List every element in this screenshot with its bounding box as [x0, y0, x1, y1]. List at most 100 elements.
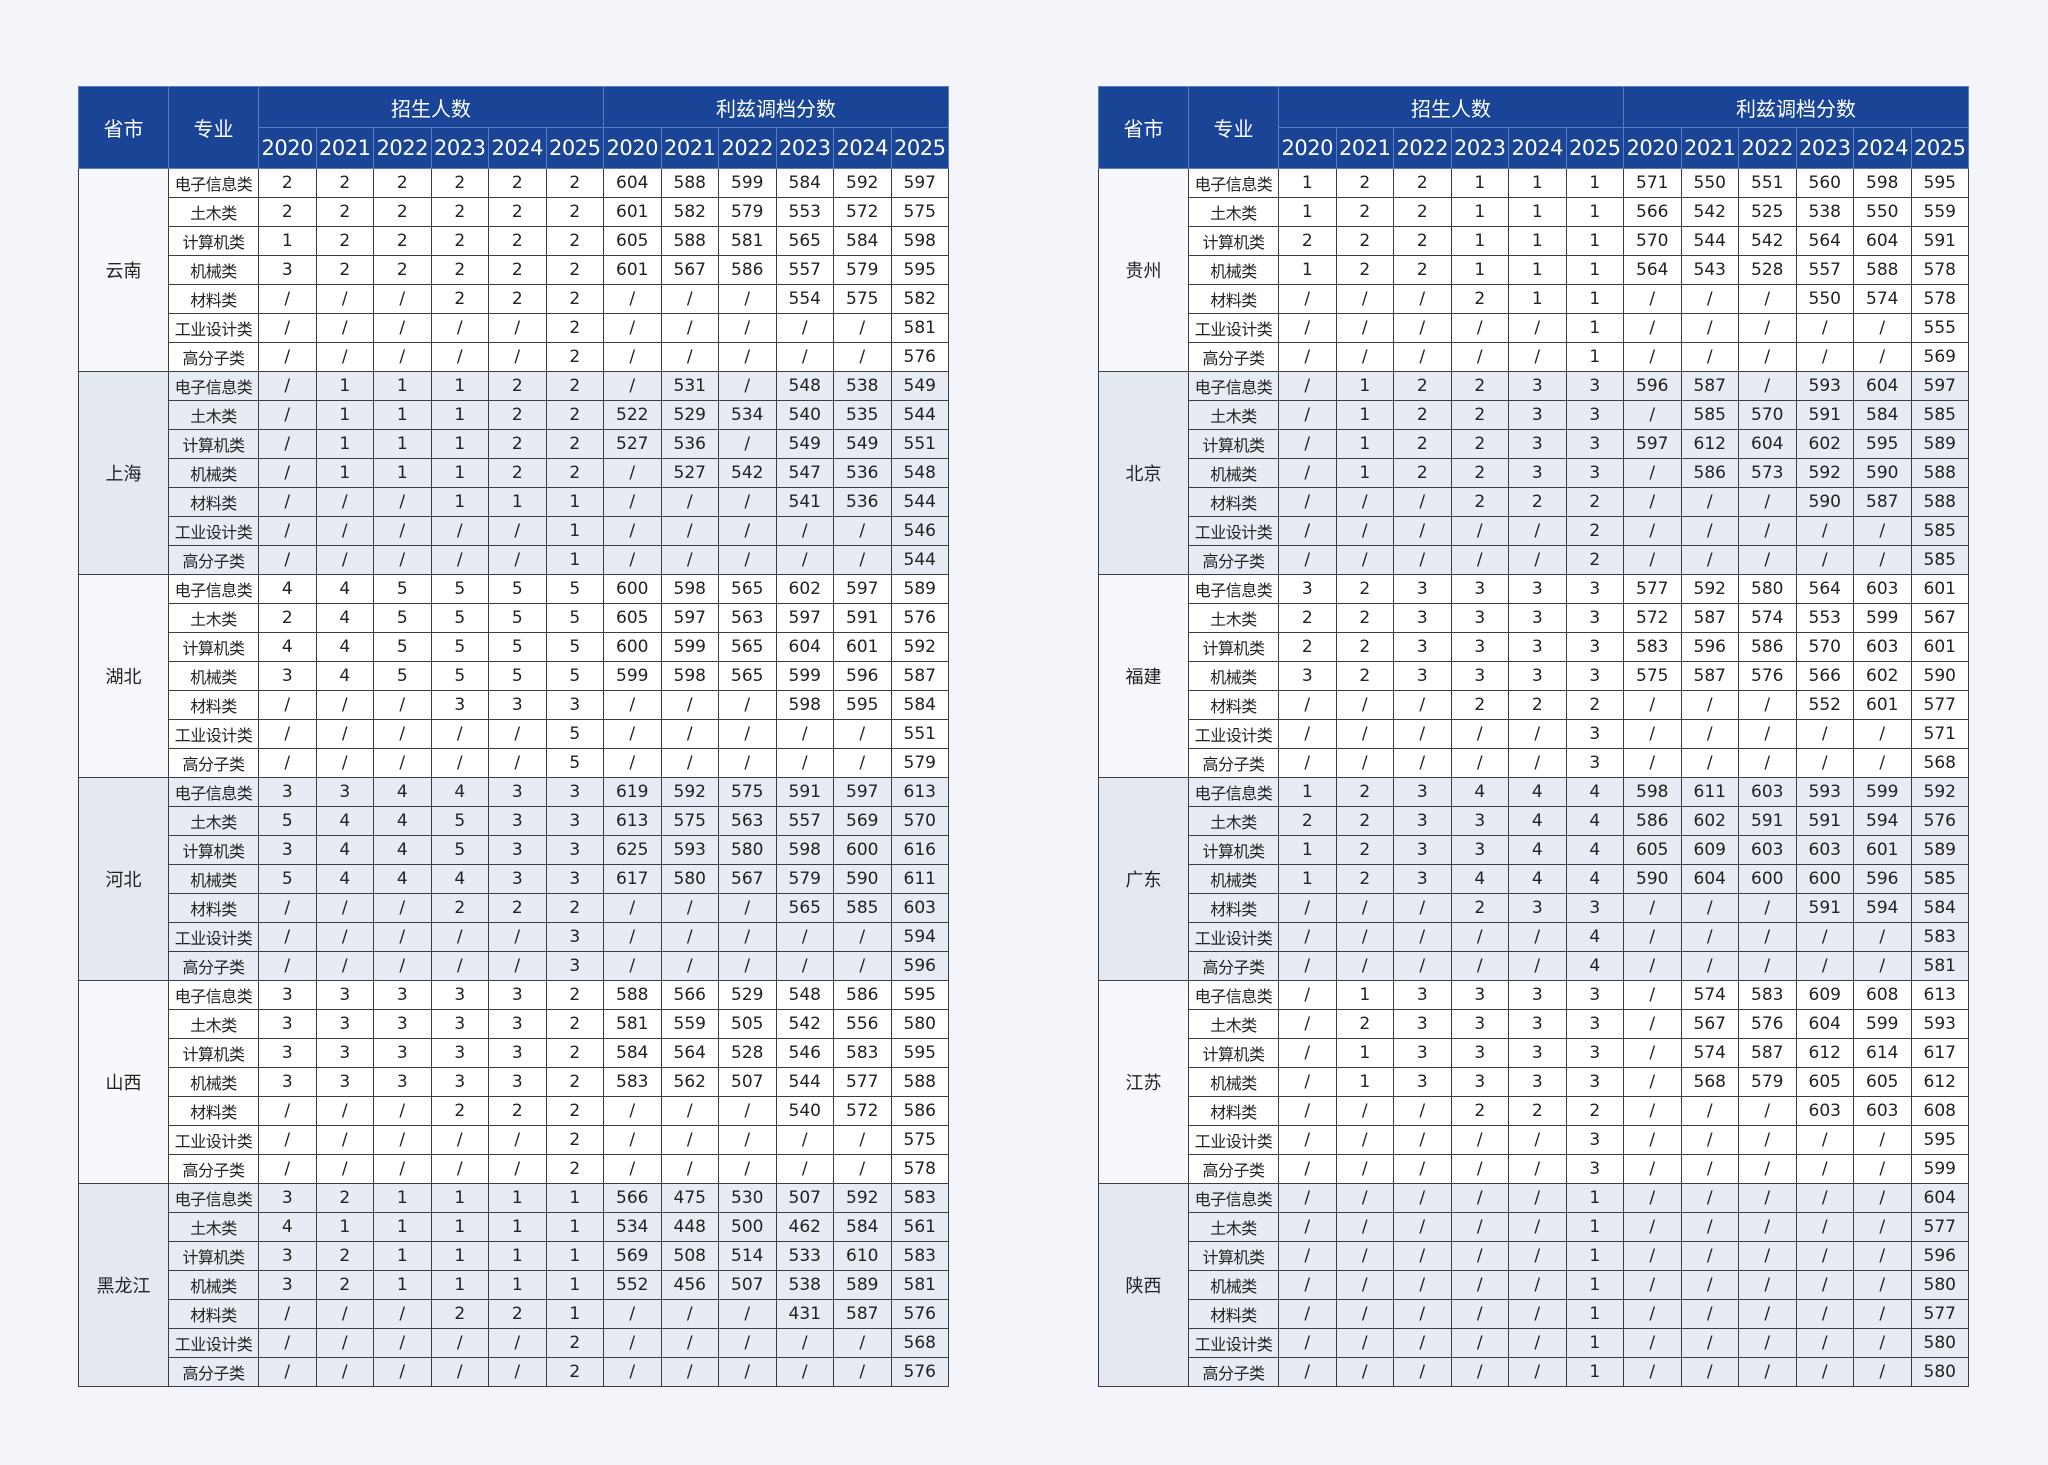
enrollment-cell: 1 [1278, 255, 1337, 285]
table-row: 福建 电子信息类 3 2 3 3 3 3 577 592 580 564 603 601 [1098, 574, 1970, 778]
score-cell: / [660, 516, 719, 546]
header-enrollment-year: 2021 [315, 127, 374, 169]
score-cell: 600 [603, 632, 662, 662]
score-cell: 567 [660, 255, 719, 285]
score-cell: / [660, 1357, 719, 1387]
enrollment-cell: / [1278, 1299, 1337, 1329]
enrollment-cell: 2 [1335, 835, 1394, 865]
enrollment-cell: 2 [1565, 545, 1624, 575]
score-cell: 593 [1910, 1009, 1970, 1039]
score-cell: 604 [1853, 371, 1912, 401]
enrollment-cell: / [373, 1154, 432, 1184]
table-row: 黑龙江 电子信息类 3 2 1 1 1 1 566 475 530 507 592 583 [78, 1183, 950, 1387]
enrollment-cell: 2 [430, 1096, 489, 1126]
enrollment-cell: 2 [373, 255, 432, 285]
score-cell: / [1738, 748, 1797, 778]
enrollment-cell: 1 [1565, 168, 1624, 198]
enrollment-cell: / [430, 1357, 489, 1387]
score-cell: / [1795, 1241, 1854, 1271]
major-cell: 电子信息类 [168, 371, 259, 401]
score-cell: 578 [1910, 255, 1970, 285]
enrollment-cell: 5 [373, 603, 432, 633]
score-cell: 612 [1680, 429, 1739, 459]
score-cell: 551 [1738, 168, 1797, 198]
score-cell: 542 [1680, 197, 1739, 227]
score-cell: 591 [1795, 893, 1854, 923]
score-cell: 569 [1910, 342, 1970, 372]
enrollment-cell: 3 [1508, 603, 1567, 633]
score-cell: 564 [1623, 255, 1682, 285]
score-cell: 561 [890, 1212, 950, 1242]
enrollment-cell: 2 [545, 980, 604, 1010]
enrollment-cell: / [488, 545, 547, 575]
enrollment-cell: / [1508, 516, 1567, 546]
province-cell: 贵州 [1098, 168, 1189, 372]
score-cell: / [603, 284, 662, 314]
enrollment-cell: 2 [315, 197, 374, 227]
enrollment-cell: 3 [1508, 429, 1567, 459]
score-cell: / [1623, 1125, 1682, 1155]
table-row: 机械类 3 3 3 3 3 2 583 562 507 544 577 588 [79, 1067, 950, 1097]
enrollment-cell: / [1335, 893, 1394, 923]
table-row: 机械类/1 3 3 3 3/568 579 605 605 612 [1099, 1067, 1970, 1097]
score-cell: / [1738, 1096, 1797, 1126]
score-cell: 573 [1738, 458, 1797, 488]
score-cell: 591 [1738, 806, 1797, 836]
table-row: 计算机类 1 2 2 2 2 2 605 588 581 565 584 598 [79, 226, 950, 256]
enrollment-cell: 3 [258, 1009, 317, 1039]
score-cell: / [833, 342, 892, 372]
score-cell: / [1795, 545, 1854, 575]
enrollment-cell: 2 [545, 313, 604, 343]
enrollment-cell: / [1335, 487, 1394, 517]
enrollment-cell: 2 [430, 168, 489, 198]
score-cell: 605 [1623, 835, 1682, 865]
score-cell: / [660, 951, 719, 981]
score-cell: 577 [1910, 1212, 1970, 1242]
score-cell: / [660, 690, 719, 720]
score-cell: / [718, 1299, 777, 1329]
enrollment-cell: 3 [1508, 1038, 1567, 1068]
score-cell: 544 [890, 400, 950, 430]
score-cell: 542 [1738, 226, 1797, 256]
score-cell: 602 [1680, 806, 1739, 836]
score-cell: 543 [1680, 255, 1739, 285]
score-cell: / [718, 951, 777, 981]
score-cell: 587 [1738, 1038, 1797, 1068]
score-cell: 565 [775, 226, 834, 256]
enrollment-cell: 1 [1565, 1357, 1624, 1387]
enrollment-cell: 3 [1450, 1038, 1509, 1068]
table-row: 计算机类 4 4 5 5 5 5 600 599 565 604 601 592 [79, 632, 950, 662]
score-cell: 596 [1623, 371, 1682, 401]
enrollment-cell: / [373, 342, 432, 372]
score-cell: / [1623, 1270, 1682, 1300]
enrollment-cell: 1 [1450, 197, 1509, 227]
score-cell: 552 [1795, 690, 1854, 720]
score-cell: 514 [718, 1241, 777, 1271]
score-cell: 431 [775, 1299, 834, 1329]
enrollment-cell: / [1278, 1009, 1337, 1039]
enrollment-cell: / [258, 719, 317, 749]
table-row: 河北 电子信息类 3 3 4 4 3 3 619 592 575 591 597 613 [78, 777, 950, 981]
major-cell: 高分子类 [168, 1357, 259, 1387]
enrollment-cell: / [430, 719, 489, 749]
major-cell: 工业设计类 [1188, 313, 1279, 343]
score-cell: 604 [1680, 864, 1739, 894]
table-row: 上海 电子信息类/1 1 1 2 2/531/548 538 549 [78, 371, 950, 575]
major-cell: 高分子类 [168, 1154, 259, 1184]
score-cell: / [1680, 1357, 1739, 1387]
score-cell: 548 [890, 458, 950, 488]
enrollment-cell: 3 [258, 777, 317, 807]
enrollment-cell: 3 [258, 661, 317, 691]
major-cell: 材料类 [168, 893, 259, 923]
score-cell: / [1853, 1154, 1912, 1184]
table-row: 材料类 / //2 2 2///603 603 608 [1099, 1096, 1970, 1126]
enrollment-cell: 3 [1508, 458, 1567, 488]
score-cell: 580 [1738, 574, 1797, 604]
score-cell: / [1680, 1328, 1739, 1358]
enrollment-cell: / [1335, 516, 1394, 546]
score-cell: 540 [775, 1096, 834, 1126]
score-cell: / [1623, 1212, 1682, 1242]
score-cell: 579 [833, 255, 892, 285]
enrollment-cell: 2 [1565, 516, 1624, 546]
header-score-year: 2020 [603, 127, 662, 169]
